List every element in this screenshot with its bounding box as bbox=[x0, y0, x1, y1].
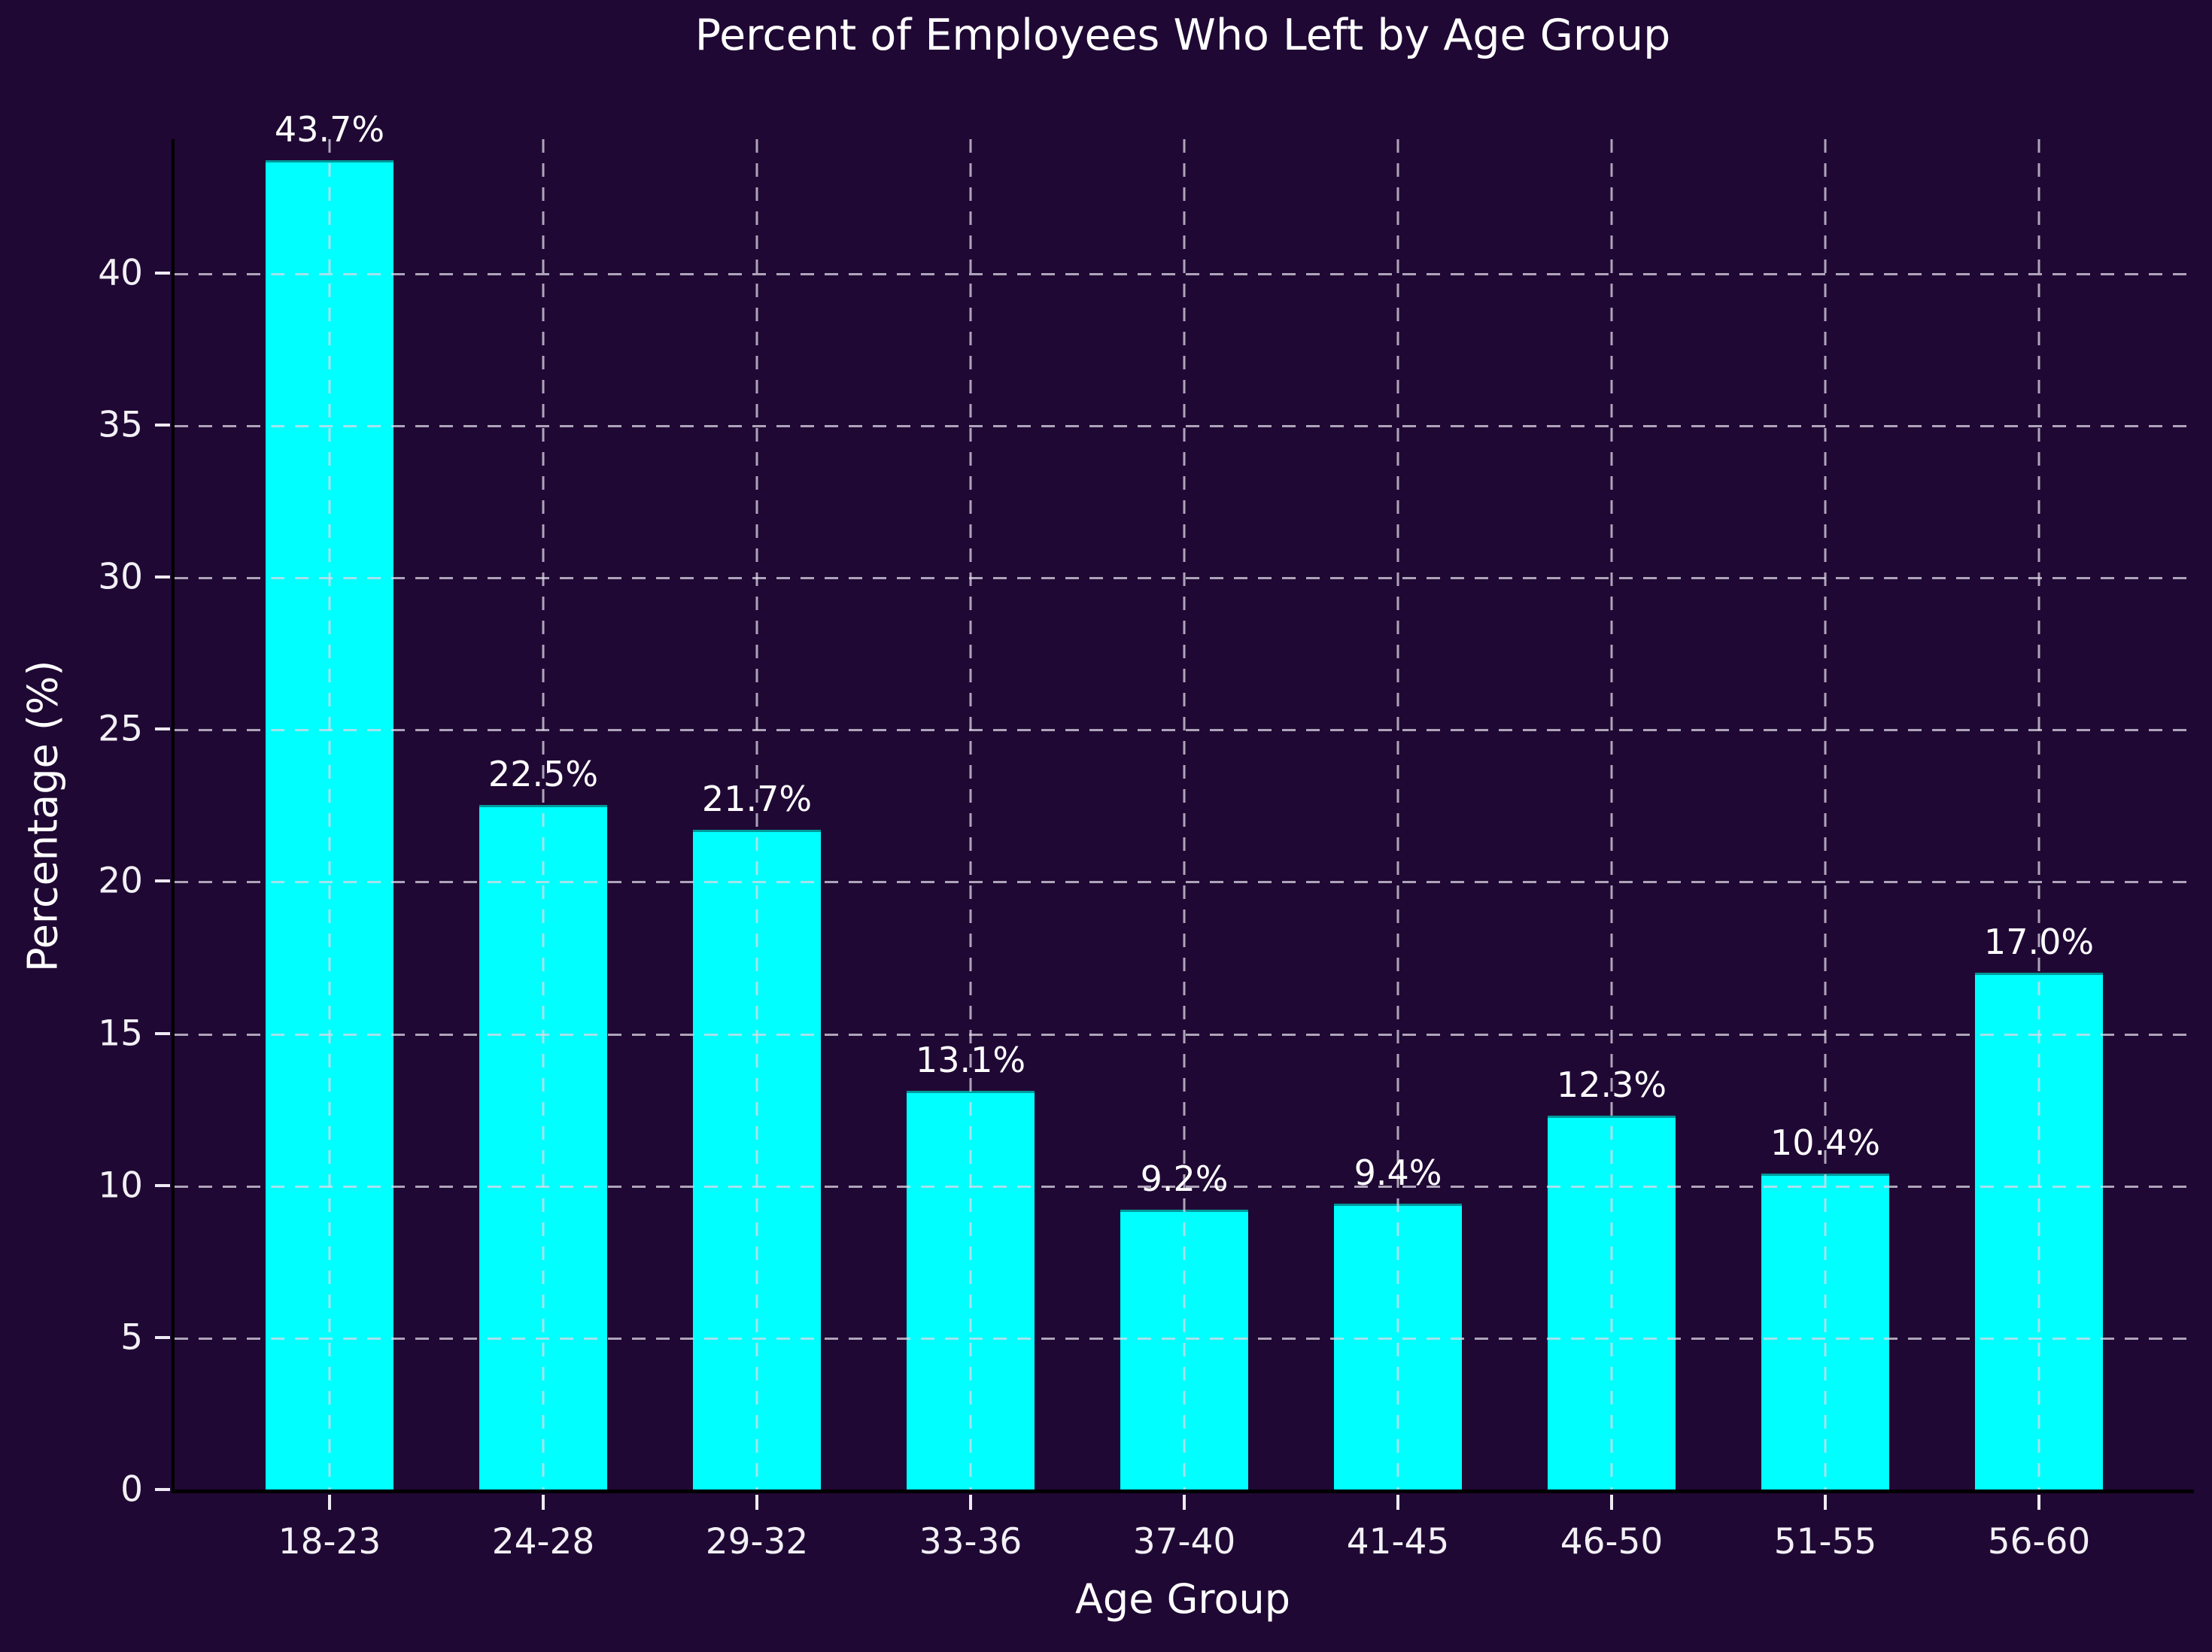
bar-51-55 bbox=[1761, 1173, 1889, 1490]
y-tick-mark-20 bbox=[155, 879, 170, 883]
x-tick-mark-46-50 bbox=[1610, 1495, 1613, 1510]
category-column-18-23: 43.7% 18-23 bbox=[223, 109, 436, 1562]
bar-56-60 bbox=[1975, 972, 2103, 1490]
category-column-33-36: 13.1% 33-36 bbox=[864, 139, 1077, 1562]
x-axis-label: Age Group bbox=[1074, 1575, 1290, 1623]
bar-24-28 bbox=[479, 805, 607, 1490]
bar-46-50 bbox=[1548, 1115, 1676, 1490]
value-label-37-40: 9.2% bbox=[1140, 1159, 1229, 1200]
y-tick-label-30: 30 bbox=[98, 556, 143, 598]
bar-33-36 bbox=[907, 1091, 1035, 1490]
category-column-29-32: 21.7% 29-32 bbox=[650, 139, 864, 1562]
category-column-24-28: 22.5% 24-28 bbox=[436, 139, 650, 1562]
bar-37-40 bbox=[1120, 1210, 1248, 1490]
x-tick-label-33-36: 33-36 bbox=[919, 1521, 1022, 1562]
y-tick-label-35: 35 bbox=[98, 404, 143, 446]
bar-columns: 43.7% 18-23 22.5% 24-28 21.7% 29-32 13.1% 33-36… bbox=[175, 109, 2194, 1562]
plot-area: 43.7% 18-23 22.5% 24-28 21.7% 29-32 13.1% 33-36… bbox=[98, 109, 2194, 1562]
x-tick-label-37-40: 37-40 bbox=[1132, 1521, 1236, 1562]
x-tick-label-24-28: 24-28 bbox=[491, 1521, 595, 1562]
x-tick-mark-41-45 bbox=[1396, 1495, 1399, 1510]
y-tick-label-40: 40 bbox=[98, 252, 143, 294]
x-tick-label-51-55: 51-55 bbox=[1773, 1521, 1877, 1562]
y-tick-label-20: 20 bbox=[98, 860, 143, 902]
value-label-46-50: 12.3% bbox=[1556, 1064, 1667, 1105]
y-tick-label-0: 0 bbox=[120, 1468, 143, 1511]
x-tick-label-41-45: 41-45 bbox=[1346, 1521, 1450, 1562]
x-tick-label-29-32: 29-32 bbox=[705, 1521, 809, 1562]
value-label-18-23: 43.7% bbox=[274, 109, 385, 150]
x-tick-mark-37-40 bbox=[1183, 1495, 1186, 1510]
category-column-46-50: 12.3% 46-50 bbox=[1505, 139, 1718, 1562]
x-tick-label-18-23: 18-23 bbox=[278, 1521, 381, 1562]
y-tick-mark-35 bbox=[155, 424, 170, 427]
value-label-33-36: 13.1% bbox=[915, 1040, 1026, 1081]
value-label-51-55: 10.4% bbox=[1770, 1122, 1881, 1163]
bar-29-32 bbox=[693, 829, 821, 1490]
category-column-56-60: 17.0% 56-60 bbox=[1932, 139, 2146, 1562]
y-tick-mark-10 bbox=[155, 1183, 170, 1187]
x-tick-mark-24-28 bbox=[542, 1495, 545, 1510]
x-tick-mark-33-36 bbox=[969, 1495, 972, 1510]
x-tick-mark-51-55 bbox=[1824, 1495, 1827, 1510]
y-tick-label-15: 15 bbox=[98, 1013, 143, 1055]
value-label-24-28: 22.5% bbox=[488, 754, 599, 795]
x-tick-mark-18-23 bbox=[328, 1495, 331, 1510]
bar-41-45 bbox=[1334, 1203, 1462, 1490]
category-column-41-45: 9.4% 41-45 bbox=[1291, 139, 1505, 1562]
value-label-56-60: 17.0% bbox=[1983, 921, 2095, 962]
y-tick-mark-40 bbox=[155, 271, 170, 275]
bar-18-23 bbox=[266, 160, 393, 1490]
x-tick-mark-56-60 bbox=[2037, 1495, 2040, 1510]
y-tick-mark-5 bbox=[155, 1335, 170, 1339]
chart-title: Percent of Employees Who Left by Age Gro… bbox=[694, 11, 1671, 60]
value-label-41-45: 9.4% bbox=[1354, 1152, 1442, 1193]
y-tick-mark-0 bbox=[155, 1488, 170, 1491]
y-tick-label-10: 10 bbox=[98, 1165, 143, 1207]
y-tick-label-25: 25 bbox=[98, 708, 143, 750]
y-axis-label: Percentage (%) bbox=[19, 660, 67, 973]
y-tick-mark-15 bbox=[155, 1031, 170, 1035]
category-column-37-40: 9.2% 37-40 bbox=[1077, 139, 1291, 1562]
y-tick-mark-25 bbox=[155, 727, 170, 731]
x-tick-mark-29-32 bbox=[755, 1495, 758, 1510]
value-label-29-32: 21.7% bbox=[701, 778, 813, 819]
y-tick-label-5: 5 bbox=[120, 1316, 143, 1359]
y-tick-mark-30 bbox=[155, 575, 170, 579]
x-tick-label-46-50: 46-50 bbox=[1560, 1521, 1664, 1562]
x-tick-label-56-60: 56-60 bbox=[1987, 1521, 2091, 1562]
category-column-51-55: 10.4% 51-55 bbox=[1718, 139, 1932, 1562]
